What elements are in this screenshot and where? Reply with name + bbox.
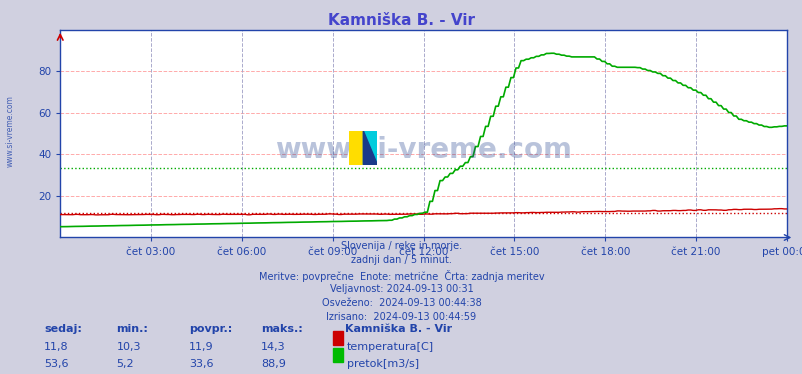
Text: 14,3: 14,3	[261, 342, 286, 352]
Text: temperatura[C]: temperatura[C]	[346, 342, 433, 352]
Text: Izrisano:  2024-09-13 00:44:59: Izrisano: 2024-09-13 00:44:59	[326, 312, 476, 322]
Text: sedaj:: sedaj:	[44, 324, 82, 334]
Text: 88,9: 88,9	[261, 359, 286, 369]
Bar	[349, 131, 363, 165]
Text: povpr.:: povpr.:	[188, 324, 232, 334]
Text: min.:: min.:	[116, 324, 148, 334]
Text: pretok[m3/s]: pretok[m3/s]	[346, 359, 419, 369]
Text: www.si-vreme.com: www.si-vreme.com	[6, 95, 15, 167]
Text: zadnji dan / 5 minut.: zadnji dan / 5 minut.	[350, 255, 452, 266]
Text: 11,8: 11,8	[44, 342, 69, 352]
Text: Slovenija / reke in morje.: Slovenija / reke in morje.	[341, 241, 461, 251]
Text: Osveženo:  2024-09-13 00:44:38: Osveženo: 2024-09-13 00:44:38	[322, 298, 480, 308]
Text: 5,2: 5,2	[116, 359, 134, 369]
Text: Meritve: povprečne  Enote: metrične  Črta: zadnja meritev: Meritve: povprečne Enote: metrične Črta:…	[258, 270, 544, 282]
Text: Kamniška B. - Vir: Kamniška B. - Vir	[345, 324, 452, 334]
Text: 53,6: 53,6	[44, 359, 69, 369]
Text: Veljavnost: 2024-09-13 00:31: Veljavnost: 2024-09-13 00:31	[329, 284, 473, 294]
Text: 11,9: 11,9	[188, 342, 213, 352]
Text: www.si-vreme.com: www.si-vreme.com	[275, 136, 571, 164]
Polygon shape	[363, 131, 377, 165]
Text: 33,6: 33,6	[188, 359, 213, 369]
Text: 10,3: 10,3	[116, 342, 141, 352]
Text: maks.:: maks.:	[261, 324, 302, 334]
Text: Kamniška B. - Vir: Kamniška B. - Vir	[327, 13, 475, 28]
Bar	[363, 131, 377, 165]
